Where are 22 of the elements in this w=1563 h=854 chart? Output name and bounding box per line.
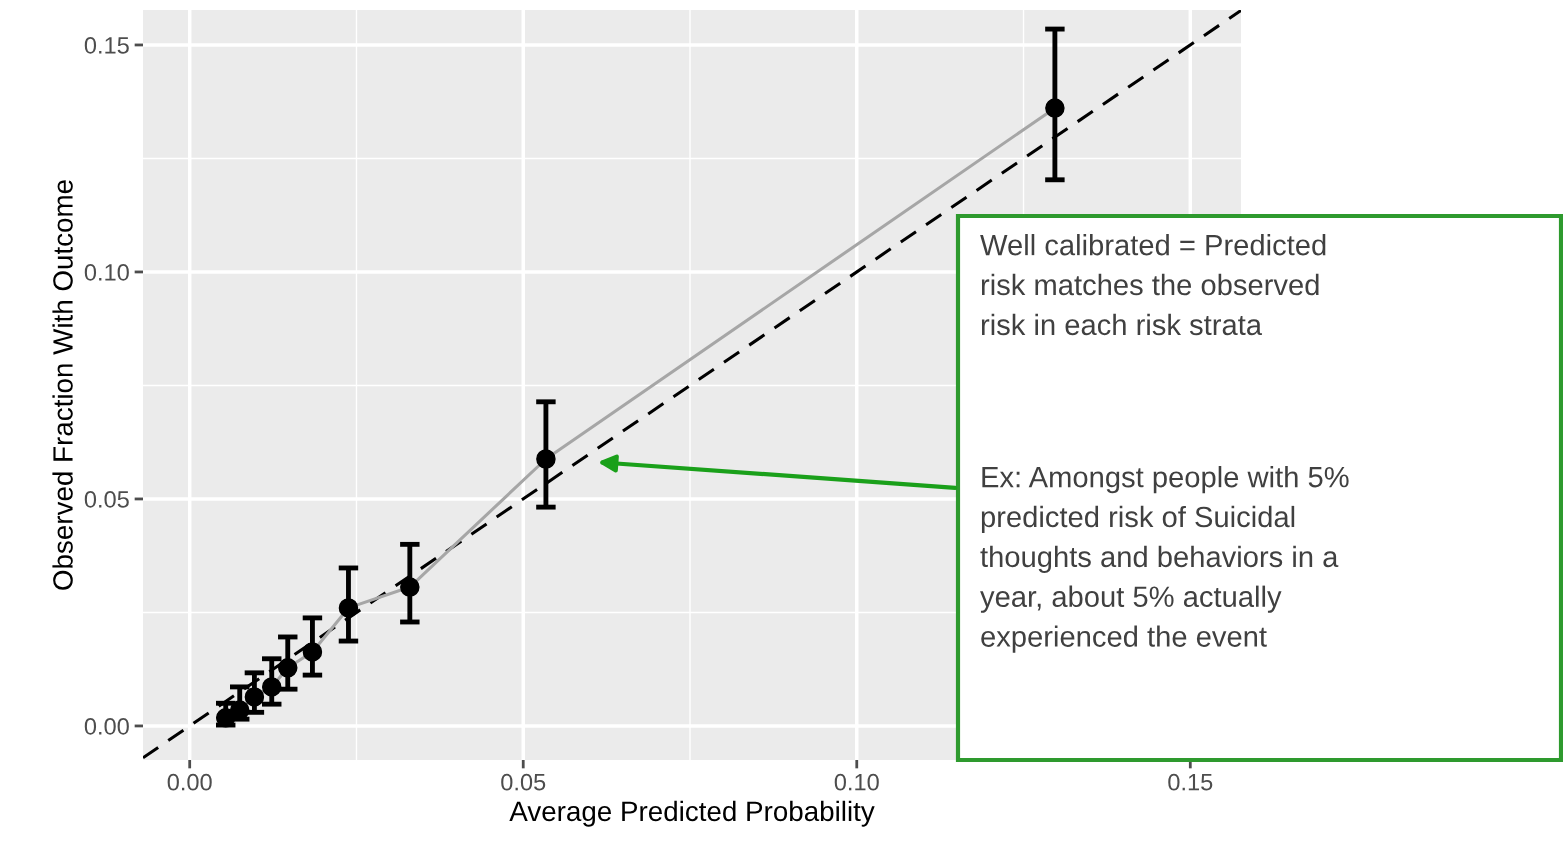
point bbox=[536, 449, 556, 469]
y-tick-label: 0.15 bbox=[84, 37, 129, 54]
x-tick-label: 0.05 bbox=[501, 773, 546, 791]
x-tick-label: 0.00 bbox=[167, 773, 212, 791]
point bbox=[400, 577, 420, 597]
point bbox=[229, 700, 250, 720]
y-tick-label: 0.05 bbox=[84, 491, 129, 508]
x-tick-label: 0.15 bbox=[1168, 773, 1213, 791]
point bbox=[278, 658, 298, 678]
point bbox=[261, 677, 282, 697]
y-axis-title: Observed Fraction With Outcome bbox=[52, 180, 73, 590]
point bbox=[244, 687, 265, 707]
x-axis-title: Average Predicted Probability bbox=[509, 800, 875, 827]
annotation: Well calibrated = Predicted risk matches the observed risk in each risk strata bbox=[980, 234, 1326, 336]
y-tick-label: 0.00 bbox=[84, 718, 129, 735]
point bbox=[338, 598, 359, 618]
x-tick-label: 0.10 bbox=[834, 773, 879, 791]
annotation: Ex: Amongst people with 5% predicted risk of Suicidal thoughts and behaviors in a year, about 5% actually experienced the event bbox=[980, 466, 1349, 653]
point bbox=[302, 642, 323, 662]
y-tick-label: 0.10 bbox=[84, 264, 129, 281]
point bbox=[215, 708, 236, 728]
point bbox=[1045, 98, 1065, 118]
